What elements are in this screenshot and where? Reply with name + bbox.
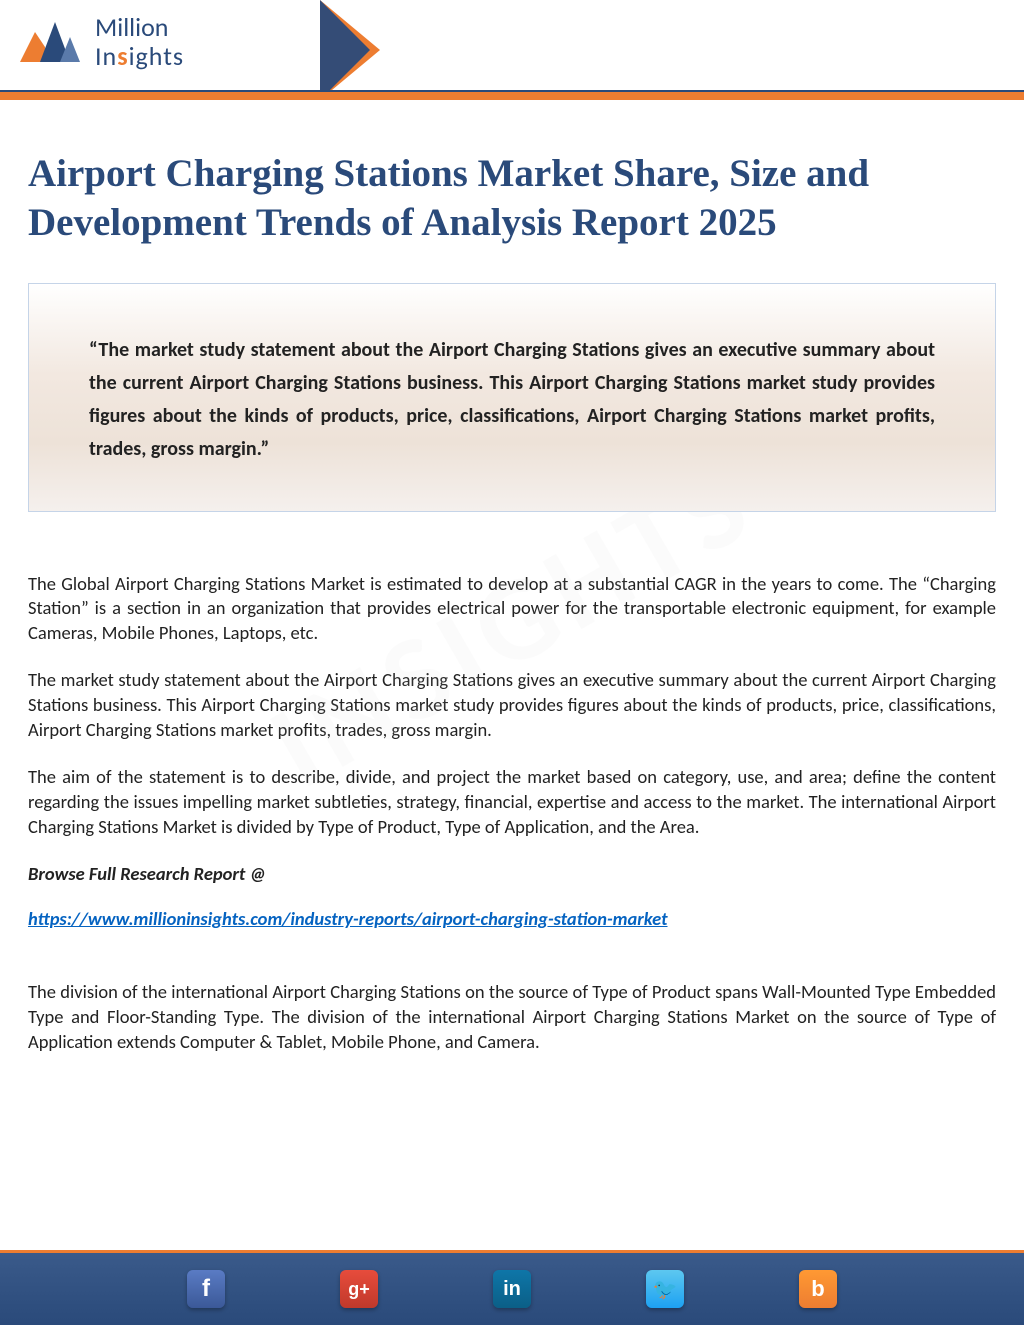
header-divider — [0, 90, 1024, 100]
blogger-icon[interactable]: b — [799, 1270, 837, 1308]
header-chevron-icon — [320, 0, 380, 100]
page-header: Million Insights — [0, 0, 1024, 100]
facebook-icon[interactable]: f — [187, 1270, 225, 1308]
paragraph-2: The market study statement about the Air… — [28, 668, 996, 743]
page-title: Airport Charging Stations Market Share, … — [28, 150, 996, 248]
logo-line1: Million — [95, 13, 184, 42]
logo-line2: Insights — [95, 42, 184, 71]
paragraph-4: The division of the international Airpor… — [28, 980, 996, 1055]
main-content: Airport Charging Stations Market Share, … — [0, 100, 1024, 1107]
report-link[interactable]: https://www.millioninsights.com/industry… — [28, 907, 996, 930]
linkedin-icon[interactable]: in — [493, 1270, 531, 1308]
quote-text: “The market study statement about the Ai… — [89, 334, 935, 466]
googleplus-icon[interactable]: g+ — [340, 1270, 378, 1308]
twitter-icon[interactable]: 🐦 — [646, 1270, 684, 1308]
page-footer: f g+ in 🐦 b — [0, 1250, 1024, 1325]
paragraph-1: The Global Airport Charging Stations Mar… — [28, 572, 996, 647]
quote-box: “The market study statement about the Ai… — [28, 283, 996, 512]
logo-text: Million Insights — [95, 13, 184, 70]
logo: Million Insights — [15, 12, 184, 72]
logo-mark-icon — [15, 12, 85, 72]
paragraph-3: The aim of the statement is to describe,… — [28, 765, 996, 840]
browse-label: Browse Full Research Report @ — [28, 862, 996, 885]
